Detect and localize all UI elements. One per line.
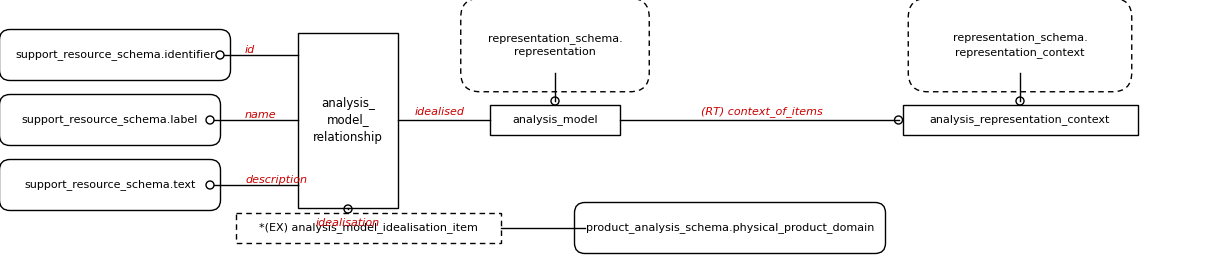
Text: analysis_
model_
relationship: analysis_ model_ relationship (313, 96, 383, 143)
Text: analysis_representation_context: analysis_representation_context (929, 115, 1110, 125)
Text: support_resource_schema.label: support_resource_schema.label (22, 115, 198, 125)
Text: support_resource_schema.identifier: support_resource_schema.identifier (15, 50, 215, 60)
Text: product_analysis_schema.physical_product_domain: product_analysis_schema.physical_product… (586, 222, 874, 234)
Bar (902, 105, 1137, 135)
FancyBboxPatch shape (460, 0, 649, 92)
Text: support_resource_schema.text: support_resource_schema.text (25, 179, 196, 191)
FancyBboxPatch shape (575, 202, 885, 253)
Text: name: name (245, 110, 277, 120)
Text: representation_schema.
representation: representation_schema. representation (487, 33, 623, 57)
FancyBboxPatch shape (908, 0, 1131, 92)
Text: analysis_model: analysis_model (512, 115, 598, 125)
Bar (490, 105, 620, 135)
Bar (235, 213, 501, 243)
Text: idealised: idealised (415, 107, 465, 117)
Bar (298, 32, 398, 207)
Text: *(EX) analysis_model_idealisation_item: *(EX) analysis_model_idealisation_item (259, 222, 478, 234)
Text: (RT) context_of_items: (RT) context_of_items (702, 107, 822, 117)
Text: idealisation: idealisation (316, 217, 380, 227)
Text: representation_schema.
representation_context: representation_schema. representation_co… (953, 32, 1087, 58)
Text: description: description (245, 175, 307, 185)
FancyBboxPatch shape (0, 29, 230, 81)
FancyBboxPatch shape (0, 94, 220, 145)
Text: id: id (245, 45, 255, 55)
FancyBboxPatch shape (0, 160, 220, 211)
